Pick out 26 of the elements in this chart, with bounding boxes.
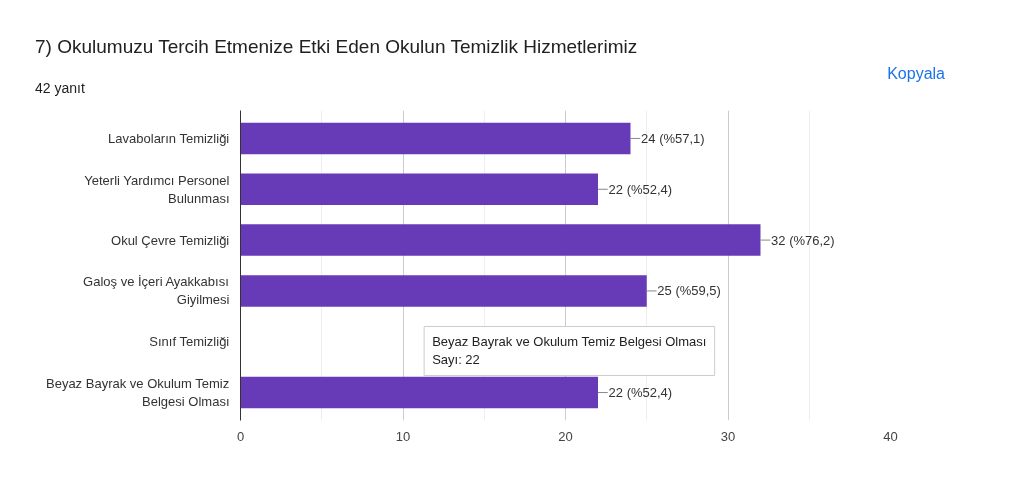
y-tick-label: Beyaz Bayrak ve Okulum Temiz Belgesi Olması <box>46 376 230 410</box>
bar <box>240 122 631 155</box>
text: Kopyala <box>887 65 945 82</box>
annotation: Beyaz Bayrak ve Okulum Temiz Belgesi Olması <box>432 334 707 350</box>
x-tick-label: 40 <box>883 428 898 444</box>
data-label: 25 (%59,5) <box>657 283 721 299</box>
y-tick-label: Yeterli Yardımcı Personel Bulunması <box>84 172 230 206</box>
data-label: 24 (%57,1) <box>641 130 705 146</box>
x-tick-label: 20 <box>558 428 573 444</box>
bar <box>240 224 761 256</box>
annotation: Sayı: 22 <box>432 352 480 368</box>
data-label: 22 (%52,4) <box>608 385 673 401</box>
x-tick-label: 0 <box>236 428 245 444</box>
bar <box>240 275 647 307</box>
y-tick-label: Galoş ve İçeri Ayakkabısı Giyilmesi <box>83 274 230 308</box>
y-tick-label: Lavaboların Temizliği <box>108 130 230 146</box>
text: 42 yanıt <box>35 80 85 97</box>
data-label: 22 (%52,4) <box>608 181 673 197</box>
y-tick-label: Sınıf Temizliği <box>149 334 230 350</box>
x-tick-label: 10 <box>395 428 411 444</box>
y-tick-label: Okul Çevre Temizliği <box>111 232 230 248</box>
bar <box>240 173 598 206</box>
x-tick-label: 30 <box>720 428 736 444</box>
bar <box>240 376 598 409</box>
data-label: 32 (%76,2) <box>771 232 835 248</box>
chart-title: 7) Okulumuzu Tercih Etmenize Etki Eden Okulun Temizlik Hizmetlerimiz <box>35 35 639 59</box>
